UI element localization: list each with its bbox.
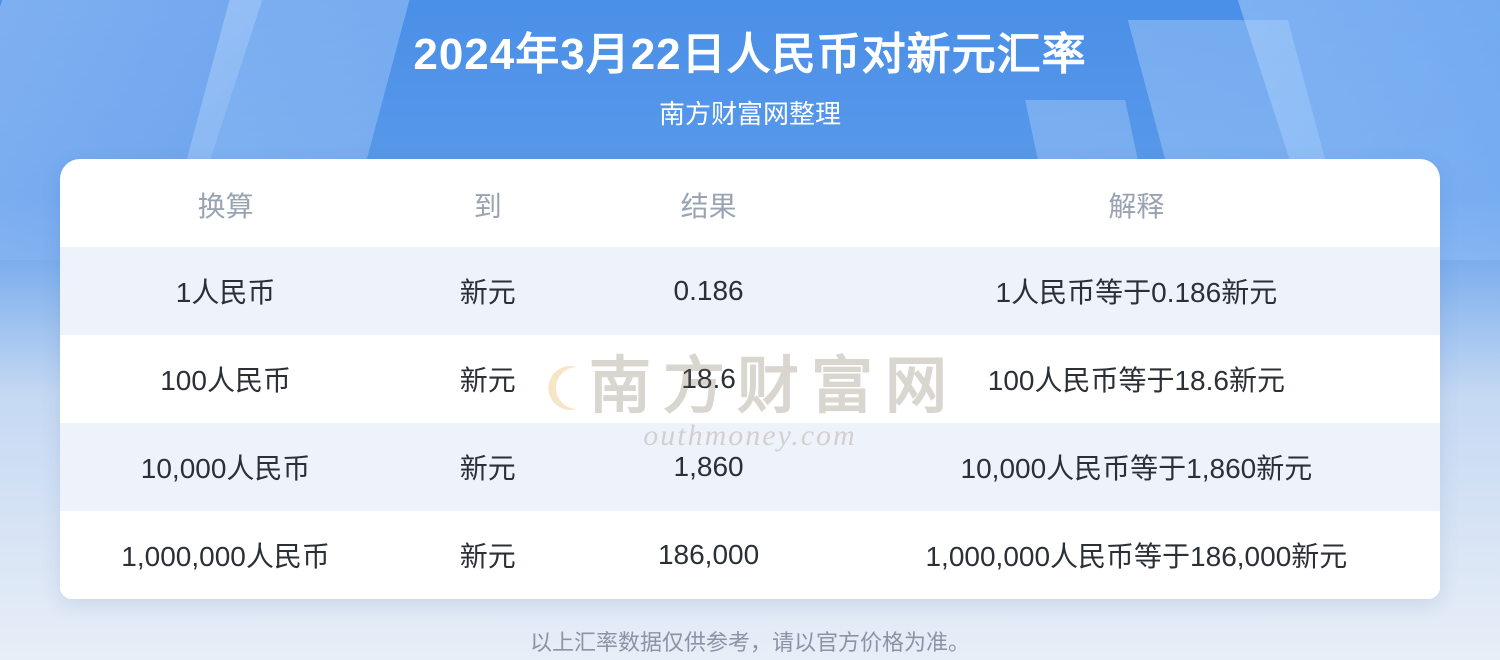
col-header-result: 结果 — [584, 159, 832, 247]
col-header-explain: 解释 — [833, 159, 1440, 247]
col-header-convert: 换算 — [60, 159, 391, 247]
cell-result: 18.6 — [584, 335, 832, 423]
cell-convert: 100人民币 — [60, 335, 391, 423]
cell-to: 新元 — [391, 511, 584, 599]
cell-convert: 1人民币 — [60, 247, 391, 335]
cell-explain: 1人民币等于0.186新元 — [833, 247, 1440, 335]
table-row: 1人民币 新元 0.186 1人民币等于0.186新元 — [60, 247, 1440, 335]
cell-explain: 10,000人民币等于1,860新元 — [833, 423, 1440, 511]
table-header-row: 换算 到 结果 解释 — [60, 159, 1440, 247]
cell-result: 1,860 — [584, 423, 832, 511]
rate-table-card: 换算 到 结果 解释 1人民币 新元 0.186 1人民币等于0.186新元 1… — [60, 159, 1440, 599]
footer-disclaimer: 以上汇率数据仅供参考，请以官方价格为准。 — [0, 625, 1500, 657]
table-row: 10,000人民币 新元 1,860 10,000人民币等于1,860新元 — [60, 423, 1440, 511]
cell-convert: 10,000人民币 — [60, 423, 391, 511]
table-row: 100人民币 新元 18.6 100人民币等于18.6新元 — [60, 335, 1440, 423]
cell-result: 0.186 — [584, 247, 832, 335]
page-subtitle: 南方财富网整理 — [0, 94, 1500, 131]
cell-explain: 1,000,000人民币等于186,000新元 — [833, 511, 1440, 599]
col-header-to: 到 — [391, 159, 584, 247]
table-row: 1,000,000人民币 新元 186,000 1,000,000人民币等于18… — [60, 511, 1440, 599]
cell-result: 186,000 — [584, 511, 832, 599]
cell-to: 新元 — [391, 247, 584, 335]
page-title: 2024年3月22日人民币对新元汇率 — [0, 18, 1500, 82]
cell-to: 新元 — [391, 423, 584, 511]
rate-table: 换算 到 结果 解释 1人民币 新元 0.186 1人民币等于0.186新元 1… — [60, 159, 1440, 599]
cell-to: 新元 — [391, 335, 584, 423]
header: 2024年3月22日人民币对新元汇率 南方财富网整理 — [0, 0, 1500, 141]
cell-convert: 1,000,000人民币 — [60, 511, 391, 599]
cell-explain: 100人民币等于18.6新元 — [833, 335, 1440, 423]
